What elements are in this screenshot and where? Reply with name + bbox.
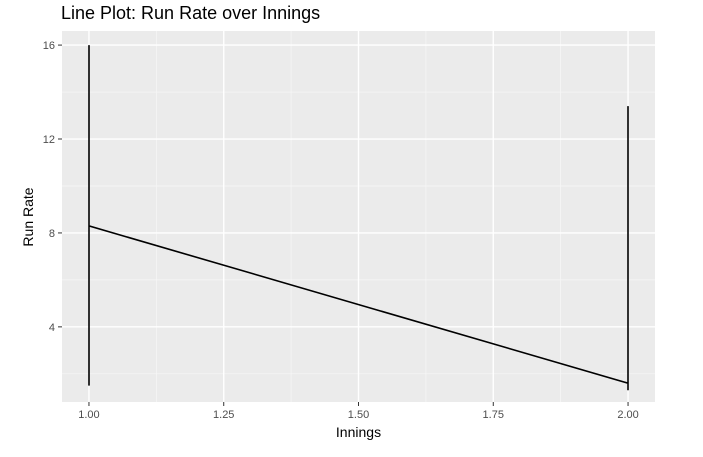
x-tick-label: 1.50 [348,409,369,421]
axis-ticks: 1.00 1.25 1.50 1.75 2.00 4 8 12 16 [43,40,639,421]
y-tick-label: 12 [43,134,55,146]
y-tick-label: 8 [49,228,55,240]
y-axis-title: Run Rate [20,187,36,247]
x-tick-label: 1.25 [213,409,234,421]
x-tick-label: 2.00 [617,409,638,421]
series-lines [88,45,629,391]
y-tick-label: 4 [49,322,55,334]
y-tick-label: 16 [43,40,55,52]
chart-title: Line Plot: Run Rate over Innings [61,3,321,23]
x-axis-title: Innings [335,424,382,440]
series-line [88,45,629,391]
x-tick-label: 1.75 [483,409,504,421]
x-tick-label: 1.00 [78,409,99,421]
